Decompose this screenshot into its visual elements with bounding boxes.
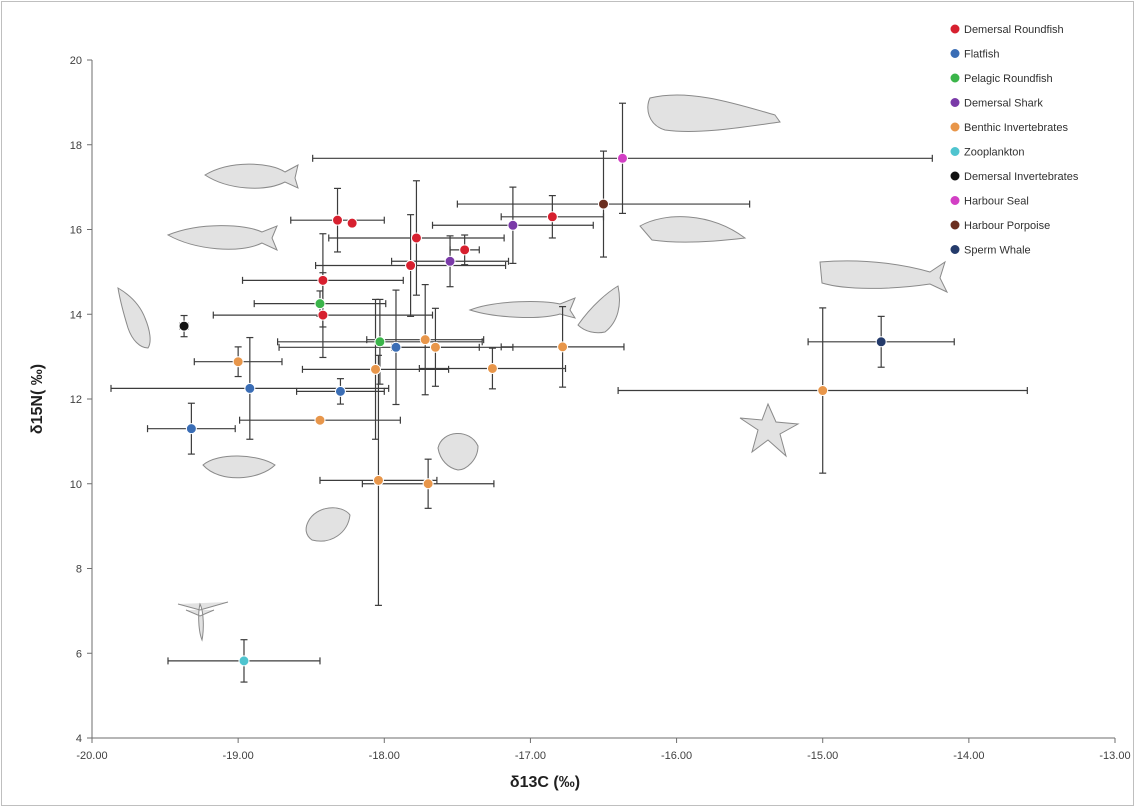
data-points (178, 152, 887, 667)
data-point-harbour-seal (616, 152, 628, 164)
legend-label: Benthic Invertebrates (964, 122, 1068, 134)
y-tick-label: 8 (76, 564, 82, 576)
legend-label: Harbour Porpoise (964, 220, 1050, 232)
legend-marker (949, 170, 961, 182)
data-point-demersal-invertebrates (178, 320, 190, 332)
haddock-illustration (204, 163, 299, 189)
data-point-flatfish (334, 385, 346, 397)
data-point-benthic-invertebrates (817, 385, 829, 397)
data-point-flatfish (390, 341, 402, 353)
legend-marker (949, 72, 961, 84)
data-point-benthic-invertebrates (314, 414, 326, 426)
legend-marker (949, 146, 961, 157)
herring-illustration (166, 225, 278, 251)
data-point-benthic-invertebrates (486, 362, 498, 374)
y-tick-label: 10 (70, 479, 82, 491)
scallop-illustration (437, 433, 479, 471)
x-tick-label: -14.00 (953, 750, 984, 762)
copepod-illustration (177, 601, 229, 642)
y-tick-label: 18 (70, 140, 82, 152)
whelk-illustration (577, 285, 620, 334)
mussel-illustration (305, 507, 351, 542)
y-tick-label: 16 (70, 225, 82, 237)
data-point-benthic-invertebrates (557, 341, 569, 353)
data-point-demersal-roundfish (459, 244, 471, 256)
x-tick-label: -18.00 (369, 750, 400, 762)
data-point-zooplankton (238, 655, 250, 667)
data-point-benthic-invertebrates (419, 334, 431, 346)
legend-label: Pelagic Roundfish (964, 73, 1053, 85)
x-tick-label: -17.00 (515, 750, 546, 762)
dogfish-illustration (468, 297, 577, 319)
data-point-demersal-roundfish (546, 211, 558, 223)
legend-marker (949, 23, 961, 35)
y-tick-label: 4 (76, 733, 82, 745)
legend-marker (949, 195, 961, 206)
plaice-illustration (202, 455, 276, 479)
x-tick-label: -19.00 (223, 750, 254, 762)
data-point-sperm-whale (875, 336, 887, 348)
data-point-pelagic-roundfish (374, 336, 386, 348)
legend-label: Demersal Invertebrates (964, 171, 1079, 183)
legend-label: Sperm Whale (964, 245, 1031, 257)
legend-marker (949, 48, 961, 59)
y-ticks: 4 6 8 10 12 14 16 18 20 (70, 55, 92, 745)
legend: Demersal Roundfish Flatfish Pelagic Roundf… (949, 23, 1079, 257)
y-tick-label: 14 (70, 309, 82, 321)
data-point-demersal-shark (444, 255, 456, 267)
legend-label: Flatfish (964, 49, 999, 61)
legend-label: Harbour Seal (964, 196, 1029, 208)
data-point-benthic-invertebrates (372, 474, 384, 486)
starfish-illustration (739, 402, 800, 458)
data-point-benthic-invertebrates (429, 341, 441, 353)
legend-marker (949, 244, 961, 255)
data-point-flatfish (244, 382, 256, 394)
data-point-demersal-roundfish (317, 274, 329, 286)
x-ticks: -20.00 -19.00 -18.00 -17.00 -16.00 -15.00 -14.… (76, 738, 1131, 762)
x-axis-title: δ13C (‰) (510, 774, 580, 791)
x-tick-label: -16.00 (661, 750, 692, 762)
data-point-demersal-roundfish (405, 260, 417, 272)
data-point-harbour-porpoise (598, 198, 609, 210)
data-point-pelagic-roundfish (314, 298, 326, 310)
data-point-demersal-roundfish (410, 232, 422, 244)
data-point-flatfish (185, 423, 197, 435)
legend-marker (949, 121, 961, 133)
squid-illustration (117, 287, 151, 349)
data-point-benthic-invertebrates (232, 356, 244, 368)
data-point-benthic-invertebrates (370, 363, 382, 375)
data-point-benthic-invertebrates (422, 478, 434, 490)
x-tick-label: -15.00 (807, 750, 838, 762)
data-point-demersal-roundfish (317, 309, 329, 321)
y-tick-label: 20 (70, 55, 82, 67)
y-axis-title: δ15N( ‰) (29, 364, 46, 434)
legend-label: Demersal Roundfish (964, 24, 1064, 36)
data-point-demersal-shark (507, 219, 519, 231)
species-illustrations (117, 94, 949, 642)
y-tick-label: 6 (76, 648, 82, 660)
data-point-demersal-roundfish (332, 214, 344, 226)
seal-illustration (647, 94, 781, 132)
legend-marker (949, 219, 961, 231)
legend-label: Demersal Shark (964, 98, 1043, 110)
x-tick-label: -13.00 (1099, 750, 1130, 762)
x-tick-label: -20.00 (76, 750, 107, 762)
data-point-demersal-roundfish (346, 217, 358, 229)
legend-marker (949, 97, 961, 108)
sperm-whale-illustration (819, 260, 949, 294)
porpoise-illustration (639, 216, 747, 243)
y-tick-label: 12 (70, 394, 82, 406)
legend-label: Zooplankton (964, 147, 1025, 159)
